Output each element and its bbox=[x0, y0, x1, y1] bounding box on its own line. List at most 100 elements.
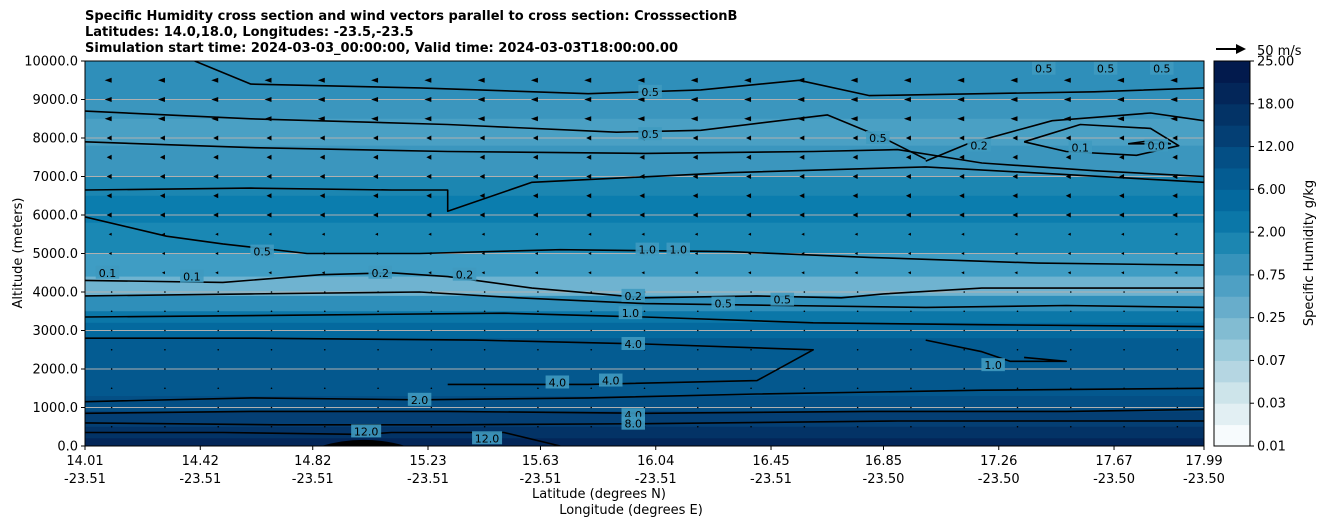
wind-vector bbox=[1065, 154, 1071, 160]
wind-vector bbox=[1176, 329, 1179, 332]
wind-vector bbox=[1119, 212, 1125, 218]
wind-vector bbox=[1063, 116, 1071, 122]
wind-vector bbox=[852, 174, 858, 179]
y-tick-label: 6000.0 bbox=[33, 209, 79, 224]
wind-vector bbox=[750, 348, 752, 351]
wind-vector bbox=[424, 77, 432, 83]
colorbar-tick-label: 2.00 bbox=[1257, 226, 1286, 241]
wind-vector bbox=[110, 348, 113, 351]
wind-vector bbox=[803, 329, 806, 332]
wind-vector bbox=[586, 154, 592, 160]
wind-vector bbox=[270, 387, 273, 390]
wind-vector bbox=[266, 174, 272, 179]
x-tick-label-lon: -23.50 bbox=[1183, 472, 1225, 487]
wind-vector bbox=[905, 212, 911, 218]
wind-vector bbox=[1176, 348, 1179, 351]
wind-vector bbox=[477, 77, 485, 83]
contour-label: 0.5 bbox=[714, 298, 732, 311]
wind-vector bbox=[690, 116, 698, 122]
wind-vector bbox=[537, 387, 539, 390]
wind-vector bbox=[266, 135, 272, 141]
wind-vector bbox=[164, 425, 166, 428]
wind-vector bbox=[803, 368, 806, 370]
wind-vector bbox=[852, 212, 858, 218]
fill-band bbox=[85, 438, 1204, 446]
wind-vector bbox=[217, 291, 220, 293]
y-tick-label: 8000.0 bbox=[33, 132, 79, 147]
colorbar-tick-label: 25.00 bbox=[1257, 55, 1294, 70]
wind-vector bbox=[1065, 135, 1071, 141]
wind-vector bbox=[803, 348, 806, 351]
wind-vector bbox=[479, 212, 485, 218]
wind-vector bbox=[959, 193, 965, 199]
wind-vector bbox=[371, 97, 379, 102]
wind-vector bbox=[641, 271, 645, 275]
contour-label-bg bbox=[711, 296, 735, 310]
wind-vector bbox=[110, 329, 113, 332]
wind-vector bbox=[483, 387, 486, 390]
contour-label: 4.0 bbox=[549, 376, 567, 389]
wind-vector bbox=[905, 135, 911, 141]
wind-vector bbox=[801, 271, 805, 275]
wind-vector bbox=[1119, 193, 1125, 199]
wind-vector bbox=[1172, 154, 1178, 160]
wind-vector bbox=[905, 154, 911, 160]
wind-vector bbox=[537, 310, 539, 313]
wind-vector bbox=[850, 116, 858, 122]
wind-vector bbox=[963, 329, 966, 332]
wind-vector bbox=[481, 252, 485, 255]
wind-vector bbox=[590, 368, 593, 370]
wind-vector bbox=[377, 406, 379, 409]
contour-line bbox=[85, 312, 1204, 328]
colorbar-frame bbox=[1213, 60, 1251, 447]
wind-vector bbox=[1069, 291, 1072, 293]
wind-vector bbox=[590, 425, 593, 428]
contour-label-bg bbox=[621, 288, 646, 302]
wind-vector bbox=[696, 310, 699, 313]
wind-vector bbox=[750, 387, 752, 390]
wind-vector bbox=[750, 368, 752, 370]
wind-vector bbox=[215, 271, 219, 275]
wind-vector bbox=[750, 425, 752, 428]
wind-vector bbox=[108, 232, 112, 236]
contour-line bbox=[85, 387, 1204, 403]
wind-vector bbox=[850, 77, 858, 83]
x-tick-label-lat: 17.67 bbox=[1095, 454, 1132, 469]
x-tick-label-lon: -23.50 bbox=[863, 472, 905, 487]
wind-vector bbox=[750, 329, 752, 332]
wind-vector bbox=[1016, 291, 1019, 293]
wind-vector bbox=[1069, 368, 1072, 370]
wind-vector bbox=[532, 212, 538, 218]
wind-vector bbox=[534, 252, 538, 255]
contour-label: 0.1 bbox=[99, 267, 117, 280]
wind-vector bbox=[106, 135, 112, 141]
wind-vector bbox=[317, 97, 325, 102]
wind-vector bbox=[377, 387, 379, 390]
wind-vector bbox=[1123, 329, 1125, 332]
wind-vector bbox=[744, 116, 752, 122]
contour-label-bg bbox=[967, 138, 991, 152]
wind-vector bbox=[1010, 116, 1018, 122]
wind-vector bbox=[1176, 425, 1179, 428]
wind-vector bbox=[856, 329, 859, 332]
wind-vector bbox=[424, 116, 432, 122]
colorbar-segment bbox=[1214, 253, 1250, 276]
wind-vector bbox=[108, 252, 112, 255]
wind-vector bbox=[270, 425, 273, 428]
wind-vector bbox=[907, 232, 911, 236]
wind-vector bbox=[375, 232, 379, 236]
wind-vector bbox=[910, 310, 912, 313]
wind-vector bbox=[797, 77, 805, 83]
contour-line bbox=[925, 112, 1204, 162]
wind-vector bbox=[746, 193, 752, 199]
wind-vector bbox=[1067, 252, 1071, 255]
wind-vector bbox=[213, 154, 219, 160]
contour-label: 0.1 bbox=[1072, 142, 1090, 155]
wind-vector bbox=[106, 193, 112, 199]
wind-vector bbox=[1016, 406, 1019, 409]
wind-vector bbox=[694, 232, 698, 236]
colorbar-tick-label: 0.03 bbox=[1257, 397, 1286, 412]
contour-label-bg bbox=[621, 336, 646, 350]
wind-vector bbox=[803, 425, 806, 428]
wind-vector bbox=[430, 348, 433, 351]
